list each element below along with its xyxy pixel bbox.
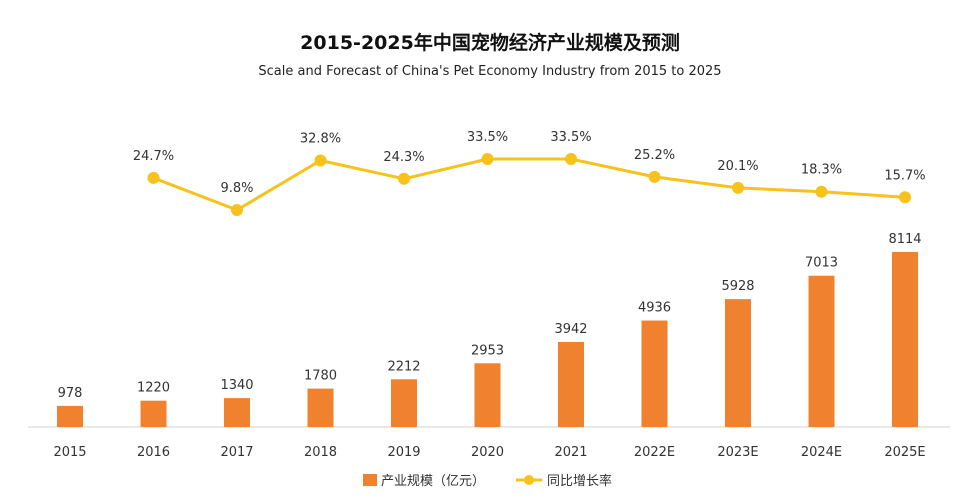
growth-line (152, 157, 906, 212)
bar-value-label: 5928 (721, 279, 754, 294)
growth-point-2023E (732, 181, 744, 194)
bar-value-label: 2212 (387, 359, 420, 374)
x-axis-ticks: 2015 2016 2017 2018 2019 2020 2021 2022E 2023E 20… (53, 445, 925, 460)
bar-value-label: 2953 (471, 343, 504, 358)
bar-2025E (892, 252, 918, 427)
bar-2015 (57, 405, 83, 427)
growth-value-label: 24.7% (133, 149, 174, 164)
growth-point-2016 (147, 171, 160, 184)
bar-value-label: 978 (58, 386, 83, 401)
growth-value-label: 15.7% (884, 168, 925, 183)
bar-value-label: 4936 (638, 301, 671, 316)
legend-bar-swatch (363, 474, 377, 486)
growth-point-2022E (648, 170, 661, 183)
growth-value-label: 33.5% (550, 130, 591, 145)
growth-value-label: 18.3% (801, 163, 842, 178)
chart-subtitle: Scale and Forecast of China's Pet Econom… (258, 64, 722, 79)
bar-value-label: 1220 (137, 381, 170, 396)
bar-2018 (307, 388, 334, 427)
growth-value-label: 20.1% (717, 159, 758, 174)
bar-2016 (140, 400, 167, 427)
x-tick-label: 2015 (53, 445, 86, 460)
growth-point-2018 (314, 154, 327, 167)
bar-value-label: 7013 (805, 256, 838, 271)
bar-2020 (474, 363, 501, 427)
x-tick-label: 2022E (634, 445, 675, 460)
legend-line-marker (524, 475, 534, 485)
bar-2022E (641, 320, 668, 427)
growth-value-label: 33.5% (467, 130, 508, 145)
x-tick-label: 2017 (220, 445, 253, 460)
bar-labels: 978 1220 1340 1780 2212 2953 3942 4936 5928 7013 8… (58, 232, 922, 401)
bar-2017 (224, 398, 250, 427)
x-tick-label: 2024E (801, 445, 842, 460)
x-tick-label: 2019 (387, 445, 420, 460)
bar-value-label: 1340 (220, 378, 253, 393)
growth-point-2021 (565, 153, 577, 165)
growth-point-2025E (899, 191, 911, 204)
x-tick-label: 2021 (554, 445, 587, 460)
bar-2024E (808, 275, 835, 427)
x-tick-label: 2016 (137, 445, 170, 460)
bar-value-label: 3942 (554, 322, 587, 337)
chart-title: 2015-2025年中国宠物经济产业规模及预测 (300, 32, 680, 54)
growth-value-label: 32.8% (300, 132, 341, 147)
growth-line-series: 24.7% 9.8% 32.8% 24.3% 33.5% 33.5% 25.2% 20.1% 1… (133, 130, 926, 216)
growth-point-2020 (481, 153, 494, 165)
bar-value-label: 8114 (888, 232, 921, 247)
growth-point-2024E (815, 185, 828, 198)
growth-point-2017 (231, 204, 243, 216)
x-tick-label: 2018 (304, 445, 337, 460)
bar-2019 (391, 379, 417, 427)
legend-line-label: 同比增长率 (547, 473, 612, 489)
growth-value-label: 24.3% (383, 150, 424, 165)
growth-point-2019 (398, 172, 410, 185)
legend: 产业规模（亿元） 同比增长率 (363, 473, 612, 489)
bar-series (57, 252, 918, 427)
bar-2023E (725, 299, 751, 427)
bar-value-label: 1780 (304, 369, 337, 384)
growth-value-label: 25.2% (634, 148, 675, 163)
legend-bar-label: 产业规模（亿元） (381, 474, 485, 489)
x-tick-label: 2025E (884, 445, 925, 460)
x-tick-label: 2020 (471, 445, 504, 460)
bar-2021 (558, 341, 584, 427)
x-tick-label: 2023E (717, 445, 758, 460)
growth-value-label: 9.8% (220, 181, 253, 196)
